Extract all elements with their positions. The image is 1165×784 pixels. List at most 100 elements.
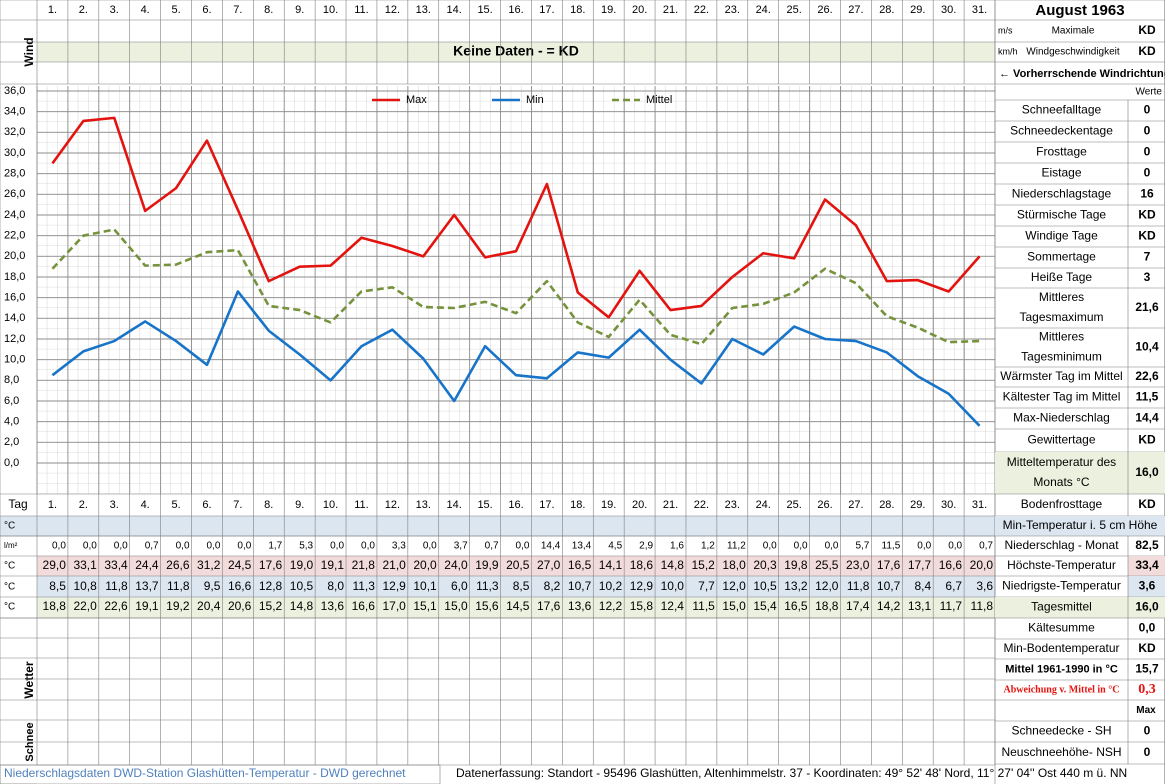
unit-precip: l/m² bbox=[4, 541, 18, 550]
y-tick-label: 12,0 bbox=[4, 333, 25, 345]
day-label: 31. bbox=[972, 499, 987, 511]
day-label: Tag bbox=[8, 497, 27, 511]
table-value: 11,8 bbox=[167, 579, 190, 593]
table-value: 26,6 bbox=[166, 558, 190, 572]
soil-row-bg bbox=[0, 516, 995, 536]
table-value: 15,2 bbox=[259, 599, 283, 613]
series-line bbox=[51, 290, 981, 427]
table-value: 16,5 bbox=[568, 558, 592, 572]
precip-value: 0,0 bbox=[423, 541, 437, 552]
day-label: 27. bbox=[848, 499, 863, 511]
y-tick-label: 14,0 bbox=[4, 312, 25, 324]
table-value: 15,2 bbox=[692, 558, 716, 572]
wind-direction: ← Vorherrschende Windrichtung bbox=[999, 68, 1165, 80]
table-value: 7,7 bbox=[698, 579, 715, 593]
stat-label: Mittleres bbox=[1039, 290, 1084, 304]
mean-row-bg bbox=[37, 597, 995, 618]
unit-ms: m/s bbox=[998, 25, 1013, 35]
table-value: 11,8 bbox=[847, 579, 870, 593]
table-value: 25,5 bbox=[815, 558, 839, 572]
day-header: 27. bbox=[848, 4, 863, 16]
stat-value: KD bbox=[1138, 497, 1156, 511]
stat-label: Monats °C bbox=[1033, 475, 1089, 489]
table-value: 12,2 bbox=[599, 599, 623, 613]
table-value: 14,2 bbox=[877, 599, 901, 613]
stat-label: Sommertage bbox=[1027, 250, 1096, 264]
table-value: 20,5 bbox=[506, 558, 530, 572]
precip-value: 0,7 bbox=[979, 541, 993, 552]
table-value: 15,1 bbox=[413, 599, 437, 613]
max-row-bg bbox=[37, 556, 995, 576]
max-wind-ms-value: KD bbox=[1138, 23, 1156, 37]
day-label: 23. bbox=[725, 499, 740, 511]
table-value: 16,6 bbox=[352, 599, 376, 613]
day-label: 26. bbox=[817, 499, 832, 511]
stat-label: Tagesmaximum bbox=[1019, 310, 1103, 324]
table-value: 12,0 bbox=[722, 579, 746, 593]
precip-value: 0,0 bbox=[207, 541, 221, 552]
table-value: 19,1 bbox=[135, 599, 159, 613]
day-label: 28. bbox=[879, 499, 894, 511]
stat-value: Max bbox=[1136, 705, 1156, 716]
day-header: 22. bbox=[694, 4, 709, 16]
stat-value: 33,4 bbox=[1135, 558, 1159, 572]
precip-value: 0,7 bbox=[485, 541, 499, 552]
precip-value: 0,0 bbox=[794, 541, 808, 552]
y-tick-label: 36,0 bbox=[4, 85, 25, 97]
table-value: 12,0 bbox=[815, 579, 839, 593]
stat-label: Tagesmittel bbox=[1031, 600, 1092, 614]
table-value: 13,6 bbox=[568, 599, 592, 613]
y-tick-label: 4,0 bbox=[4, 416, 19, 428]
footer-left: Niederschlagsdaten DWD-Station Glashütte… bbox=[4, 766, 406, 780]
precip-value: 0,7 bbox=[145, 541, 159, 552]
table-value: 14,1 bbox=[599, 558, 623, 572]
table-value: 33,1 bbox=[73, 558, 97, 572]
footer-right: Datenerfassung: Standort - 95496 Glashüt… bbox=[456, 766, 1127, 780]
table-value: 20,3 bbox=[753, 558, 777, 572]
stat-label: Heiße Tage bbox=[1031, 270, 1092, 284]
table-value: 17,7 bbox=[908, 558, 932, 572]
table-value: 19,0 bbox=[290, 558, 314, 572]
day-label: 16. bbox=[508, 499, 523, 511]
table-value: 10,7 bbox=[877, 579, 901, 593]
stat-value-bg bbox=[1128, 556, 1165, 576]
table-value: 17,4 bbox=[846, 599, 870, 613]
stat-value-bg bbox=[1128, 576, 1165, 597]
table-value: 20,0 bbox=[970, 558, 994, 572]
precip-value: 1,2 bbox=[701, 541, 715, 552]
day-label: 7. bbox=[233, 499, 242, 511]
stat-label: Mittleres bbox=[1039, 330, 1084, 344]
table-value: 12,4 bbox=[661, 599, 685, 613]
day-label: 20. bbox=[632, 499, 647, 511]
y-tick-label: 34,0 bbox=[4, 106, 25, 118]
y-tick-label: 26,0 bbox=[4, 188, 25, 200]
day-header: 29. bbox=[910, 4, 925, 16]
stat-label: Wärmster Tag im Mittel bbox=[1000, 369, 1122, 383]
stat-label: Abweichung v. Mittel in °C bbox=[1004, 684, 1120, 695]
unit-temp: °C bbox=[4, 582, 15, 593]
values-header: Werte bbox=[1136, 87, 1163, 98]
stat-value: 3,6 bbox=[1139, 579, 1156, 593]
day-header: 10. bbox=[323, 4, 338, 16]
table-value: 12,9 bbox=[382, 579, 406, 593]
stat-label: Min-Temperatur i. 5 cm Höhe bbox=[1003, 518, 1158, 532]
stat-value: 16,0 bbox=[1135, 600, 1159, 614]
day-label: 17. bbox=[539, 499, 554, 511]
day-label: 22. bbox=[694, 499, 709, 511]
day-header: 26. bbox=[817, 4, 832, 16]
stat-value: 16,0 bbox=[1135, 465, 1159, 479]
stat-value: 0 bbox=[1144, 166, 1151, 180]
table-value: 15,4 bbox=[753, 599, 777, 613]
stat-label: Schneedeckentage bbox=[1010, 124, 1113, 138]
table-value: 14,8 bbox=[661, 558, 685, 572]
stat-label: Mitteltemperatur des bbox=[1007, 455, 1116, 469]
table-value: 13,1 bbox=[908, 599, 932, 613]
table-value: 12,8 bbox=[259, 579, 283, 593]
series-line bbox=[51, 228, 980, 346]
weather-label: Wetter bbox=[22, 661, 36, 698]
unit-kmh: km/h bbox=[998, 46, 1018, 56]
table-value: 18,8 bbox=[815, 599, 839, 613]
max-wind-line2: Windgeschwindigkeit bbox=[1026, 47, 1120, 58]
table-value: 21,0 bbox=[382, 558, 406, 572]
